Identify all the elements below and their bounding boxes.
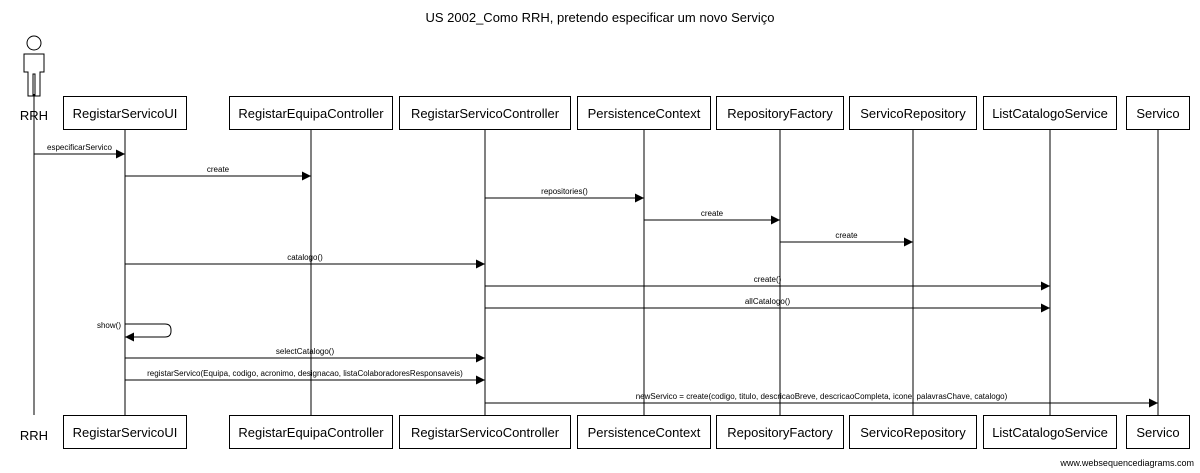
footer-credit: www.websequencediagrams.com [1060,458,1194,468]
participant-box-persistencecontext-top: PersistenceContext [577,96,711,130]
message-label: newServico = create(codigo, titulo, desc… [636,392,1008,401]
participant-box-servicorepository-top: ServicoRepository [849,96,977,130]
actor-label-bottom: RRH [19,428,49,443]
actor-label-top: RRH [19,108,49,123]
participant-box-registarservicocontroller-bottom: RegistarServicoController [399,415,571,449]
message-label: repositories() [541,187,588,196]
participant-box-registarservicoui-top: RegistarServicoUI [63,96,187,130]
participant-box-servicorepository-bottom: ServicoRepository [849,415,977,449]
message-label: show() [97,321,121,330]
participant-box-registarservicoui-bottom: RegistarServicoUI [63,415,187,449]
participant-box-repositoryfactory-bottom: RepositoryFactory [716,415,844,449]
message-label: create [701,209,724,218]
participant-box-listcatalogoservice-bottom: ListCatalogoService [983,415,1117,449]
participant-box-listcatalogoservice-top: ListCatalogoService [983,96,1117,130]
participant-box-registarequipacontroller-top: RegistarEquipaController [229,96,393,130]
participant-box-repositoryfactory-top: RepositoryFactory [716,96,844,130]
message-label: create [835,231,858,240]
message-arrow [125,323,172,342]
message-label: allCatalogo() [745,297,791,306]
message-label: especificarServico [47,143,112,152]
participant-box-registarequipacontroller-bottom: RegistarEquipaController [229,415,393,449]
message-label: registarServico(Equipa, codigo, acronimo… [147,369,463,378]
diagram-title: US 2002_Como RRH, pretendo especificar u… [425,10,775,25]
participant-box-servico-top: Servico [1126,96,1190,130]
participant-box-registarservicocontroller-top: RegistarServicoController [399,96,571,130]
message-label: catalogo() [287,253,323,262]
message-label: selectCatalogo() [276,347,335,356]
participant-box-servico-bottom: Servico [1126,415,1190,449]
stick-figure-icon [23,35,45,97]
message-label: create [207,165,230,174]
message-label: create() [754,275,782,284]
participant-box-persistencecontext-bottom: PersistenceContext [577,415,711,449]
